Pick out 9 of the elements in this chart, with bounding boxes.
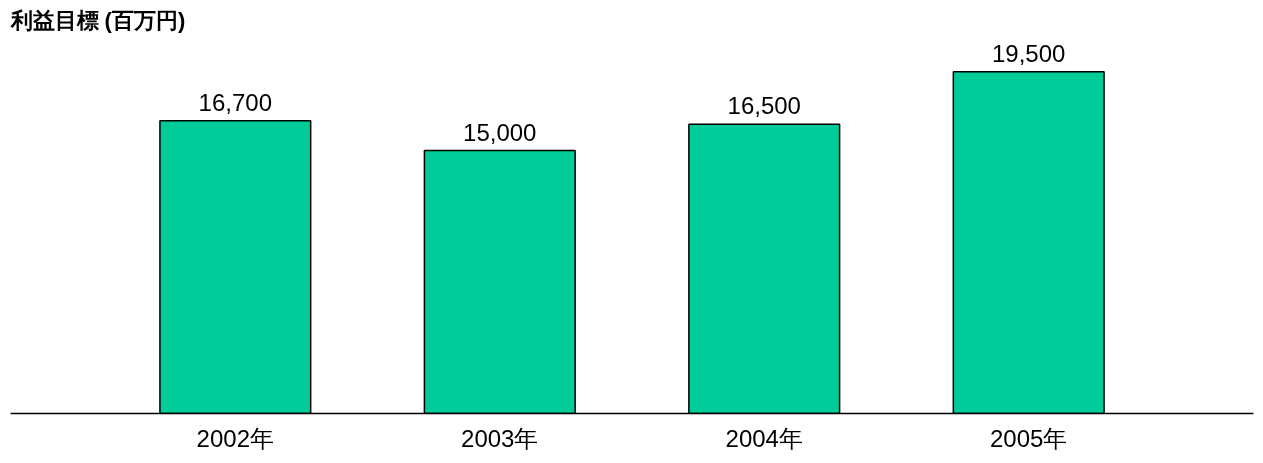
chart-title: 利益目標 (百万円) — [9, 7, 186, 33]
x-tick-label: 2005年 — [990, 424, 1068, 452]
data-label: 16,500 — [727, 92, 801, 120]
data-label: 19,500 — [992, 39, 1066, 67]
data-label: 16,700 — [198, 88, 272, 116]
x-tick-label: 2003年 — [461, 424, 539, 452]
x-tick-label: 2004年 — [725, 424, 803, 452]
x-tick-label: 2002年 — [196, 424, 274, 452]
data-label: 15,000 — [463, 118, 537, 146]
